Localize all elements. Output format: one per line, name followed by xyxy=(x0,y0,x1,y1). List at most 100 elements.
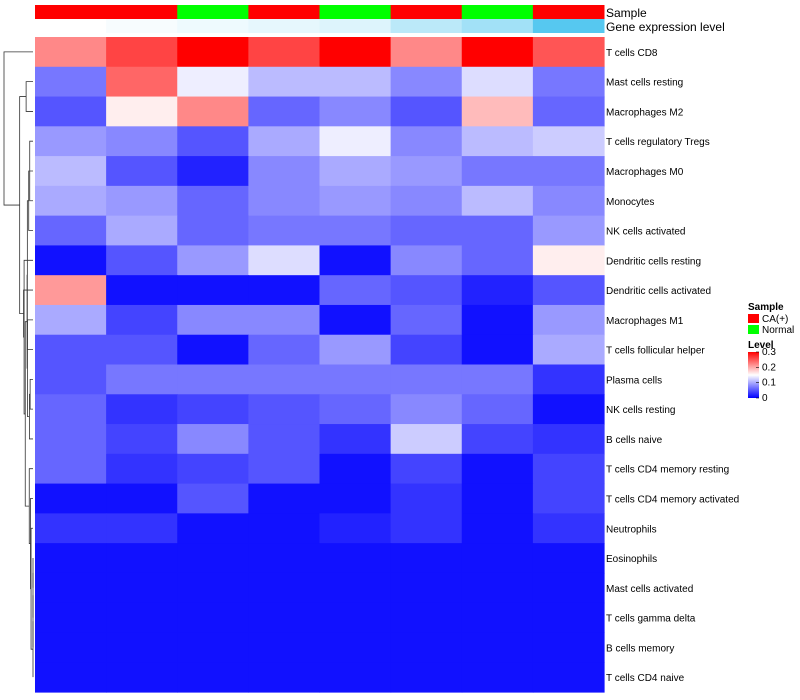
row-labels: T cells CD8 Mast cells resting Macrophages… xyxy=(606,48,739,684)
heatmap-cell xyxy=(177,126,249,157)
sample-annotation-cell xyxy=(461,5,534,19)
heatmap-cell xyxy=(319,513,392,544)
heatmap-cell xyxy=(532,275,605,306)
heatmap-cell xyxy=(461,453,534,485)
level-ticks: 0.3 0.2 0.1 0 xyxy=(756,347,776,404)
dendrogram-branch xyxy=(23,259,33,415)
heatmap-cell xyxy=(35,66,107,98)
row-label-b-cells-naive: B cells naive xyxy=(606,435,663,446)
dendrogram-branch xyxy=(26,200,33,351)
heatmap-cell xyxy=(35,453,107,485)
heatmap-cell xyxy=(35,156,107,187)
dendrogram-branch xyxy=(25,81,33,112)
heatmap-cell xyxy=(106,424,178,455)
heatmap-cell xyxy=(461,245,534,276)
heatmap-cell xyxy=(177,304,249,336)
heatmap-cell xyxy=(248,572,321,604)
heatmap-cell xyxy=(390,424,463,455)
heatmap-cell xyxy=(532,632,605,663)
heatmap-cell xyxy=(35,185,107,217)
heatmap-cell xyxy=(106,96,178,127)
heatmap-cell xyxy=(532,453,605,485)
row-label-t-cells-cd4-memory-activated: T cells CD4 memory activated xyxy=(606,494,739,505)
heatmap-cell xyxy=(319,156,392,187)
row-label-monocytes: Monocytes xyxy=(606,197,654,208)
heatmap-cell xyxy=(390,96,463,127)
heatmap-cell xyxy=(461,96,534,127)
heatmap-cell xyxy=(177,424,249,455)
row-label-t-cells-follicular-helper: T cells follicular helper xyxy=(606,346,705,357)
heatmap-cell xyxy=(319,304,392,336)
heatmap-cell xyxy=(106,275,178,306)
heatmap-cell xyxy=(177,215,249,247)
row-label-macrophages-m1: Macrophages M1 xyxy=(606,316,684,327)
heatmap-cell xyxy=(248,453,321,485)
dendrogram-branch xyxy=(29,378,33,410)
heatmap-cell xyxy=(248,513,321,544)
heatmap-cell xyxy=(461,572,534,604)
heatmap-cell xyxy=(461,543,534,574)
heatmap-cell xyxy=(461,275,534,306)
heatmap-cell xyxy=(461,424,534,455)
row-label-plasma-cells: Plasma cells xyxy=(606,375,662,386)
heatmap-cell xyxy=(461,37,534,68)
heatmap-cell xyxy=(461,66,534,98)
annotation-label-gene-expression: Gene expression level xyxy=(606,20,725,34)
dendrogram-branch xyxy=(23,289,33,338)
heatmap-cell xyxy=(461,394,534,425)
heatmap-cell xyxy=(390,66,463,98)
heatmap-cell xyxy=(390,37,463,68)
heatmap-cell xyxy=(177,572,249,604)
sample-annotation-cell xyxy=(319,5,392,19)
heatmap-cell xyxy=(35,304,107,336)
heatmap-cell xyxy=(35,96,107,127)
heatmap-cell xyxy=(177,185,249,217)
row-label-macrophages-m2: Macrophages M2 xyxy=(606,107,684,118)
heatmap-cell xyxy=(461,513,534,544)
heatmap-cell xyxy=(248,394,321,425)
row-label-mast-cells-activated: Mast cells activated xyxy=(606,584,693,595)
row-label-dendritic-cells-resting: Dendritic cells resting xyxy=(606,256,701,267)
heatmap-cell xyxy=(532,126,605,157)
heatmap-cell xyxy=(106,126,178,157)
level-tick-label: 0.3 xyxy=(762,347,776,358)
expression-annotation-cell xyxy=(248,19,320,33)
row-label-macrophages-m0: Macrophages M0 xyxy=(606,167,684,178)
heatmap-cell xyxy=(248,185,321,217)
heatmap-cell xyxy=(248,215,321,247)
heatmap-cell xyxy=(319,662,392,693)
heatmap-cell xyxy=(319,96,392,127)
heatmap-cell xyxy=(319,364,392,395)
heatmap-cell xyxy=(390,483,463,514)
heatmap-cell xyxy=(319,126,392,157)
row-label-t-cells-gamma-delta: T cells gamma delta xyxy=(606,614,696,625)
heatmap-cell xyxy=(461,126,534,157)
heatmap-cell xyxy=(461,304,534,336)
heatmap-cell xyxy=(248,424,321,455)
heatmap-cell xyxy=(35,662,107,693)
heatmap-cell xyxy=(106,602,178,634)
heatmap-cell xyxy=(390,304,463,336)
heatmap-cell xyxy=(248,245,321,276)
heatmap-cell xyxy=(390,364,463,395)
expression-annotation-cell xyxy=(461,19,534,33)
heatmap-cell xyxy=(461,632,534,663)
heatmap-cell xyxy=(177,96,249,127)
heatmap-cell xyxy=(106,364,178,395)
heatmap-cell xyxy=(532,96,605,127)
heatmap-cell xyxy=(532,37,605,68)
level-tick-label: 0.2 xyxy=(762,362,776,373)
heatmap-cell xyxy=(177,513,249,544)
row-label-t-cells-cd4-memory-resting: T cells CD4 memory resting xyxy=(606,465,729,476)
heatmap-cell xyxy=(390,126,463,157)
heatmap-cell xyxy=(177,364,249,395)
heatmap-cell xyxy=(35,364,107,395)
dendrogram-branch xyxy=(19,96,27,314)
heatmap-cell xyxy=(248,96,321,127)
heatmap-cell xyxy=(532,66,605,98)
level-tick-label: 0 xyxy=(762,393,768,404)
heatmap-cell xyxy=(319,632,392,663)
legend-swatch-ca-positive xyxy=(748,314,759,323)
heatmap-cell xyxy=(319,483,392,514)
heatmap-cell xyxy=(177,156,249,187)
